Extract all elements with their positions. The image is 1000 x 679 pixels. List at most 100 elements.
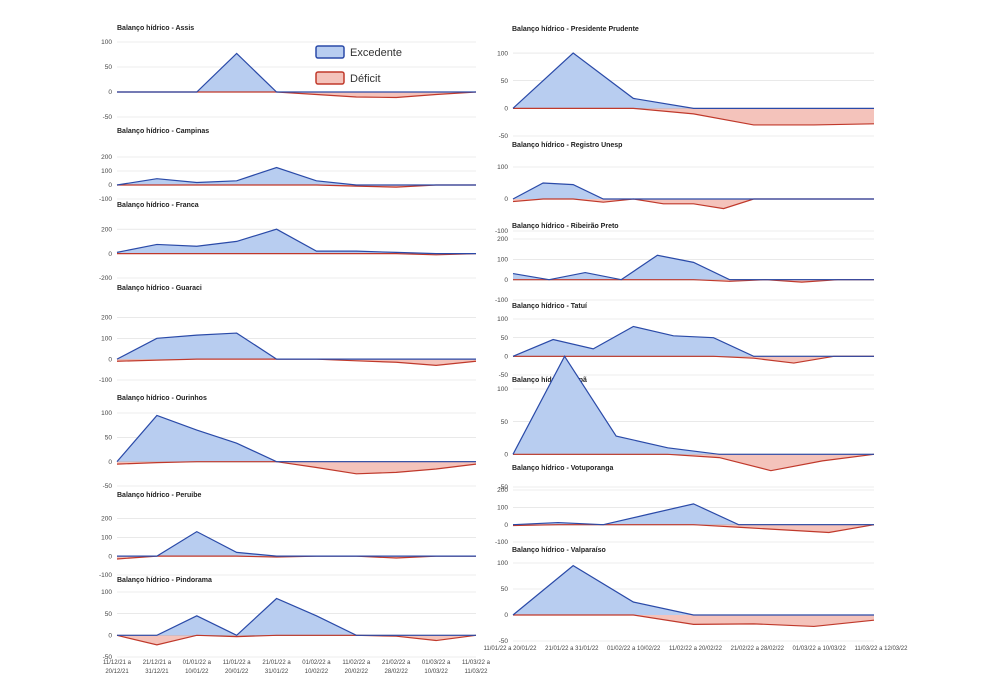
y-tick-label: -50 — [499, 638, 509, 645]
excedente-line — [117, 597, 476, 637]
deficit-area — [117, 92, 476, 98]
y-tick-label: 0 — [504, 196, 508, 203]
x-tick-label: 01/02/22 a 10/02/22 — [607, 646, 661, 652]
deficit-line — [513, 453, 875, 472]
y-tick-label: 0 — [504, 354, 508, 361]
y-tick-label: 100 — [497, 386, 508, 393]
chart-panel-6: Balanço hídrico - Pindorama 100 50 0 -50 — [101, 577, 477, 661]
deficit-line — [513, 614, 875, 628]
chart-panel-10: Balanço hídrico - Tatuí 100 50 0 -50 — [497, 303, 874, 379]
y-tick-label: 100 — [497, 560, 508, 567]
x-tick-label: 20/01/22 — [225, 669, 249, 675]
excedente-area — [117, 598, 476, 636]
excedente-area — [513, 565, 874, 615]
excedente-line — [116, 228, 476, 255]
y-tick-label: -100 — [99, 377, 112, 384]
deficit-line — [512, 524, 875, 534]
y-tick-label: -100 — [495, 297, 508, 304]
deficit-line — [116, 461, 477, 475]
excedente-line — [117, 530, 476, 557]
y-tick-label: 200 — [101, 516, 112, 523]
x-tick-label: 01/03/22 a — [422, 660, 451, 666]
deficit-line — [513, 279, 874, 283]
y-tick-label: 0 — [504, 277, 508, 284]
chart-panel-8: Balanço hídrico - Registro Unesp 100 0 -100 — [495, 142, 874, 235]
excedente-line — [512, 254, 874, 281]
excedente-line — [512, 503, 874, 526]
chart-title: Balanço hídrico - Votuporanga — [512, 465, 613, 472]
y-tick-label: 100 — [497, 316, 508, 323]
chart-panel-2: Balanço hídrico - Franca 200 0 -200 — [99, 202, 477, 282]
chart-title: Balanço hídrico - Assis — [117, 25, 194, 32]
x-tick-label: 11/01/22 a — [223, 660, 252, 666]
deficit-line — [513, 107, 875, 126]
y-tick-label: 100 — [101, 168, 112, 175]
y-tick-label: -50 — [499, 372, 509, 379]
x-tick-label: 01/03/22 a 10/03/22 — [792, 646, 846, 652]
chart-title: Balanço hídrico - Tupã — [512, 377, 587, 384]
chart-title: Balanço hídrico - Valparaíso — [512, 547, 606, 554]
x-tick-label: 21/01/22 a — [262, 660, 291, 666]
y-tick-label: 100 — [497, 50, 508, 57]
excedente-line — [512, 564, 874, 616]
excedente-area — [117, 53, 476, 92]
x-tick-label: 10/02/22 — [305, 669, 329, 675]
x-tick-label: 11/01/22 a 20/01/22 — [484, 646, 538, 652]
y-tick-label: 100 — [101, 39, 112, 46]
excedente-line — [512, 325, 874, 357]
y-tick-label: 200 — [101, 154, 112, 161]
chart-title: Balanço hídrico - Peruibe — [117, 492, 202, 499]
x-tick-label: 11/03/22 a 12/03/22 — [855, 646, 909, 652]
deficit-line — [117, 253, 477, 256]
y-tick-label: 0 — [504, 522, 508, 529]
y-tick-label: 100 — [497, 164, 508, 171]
deficit-area — [117, 461, 476, 474]
chart-title: Balanço hídrico - Presidente Prudente — [512, 26, 639, 33]
y-tick-label: -50 — [103, 483, 113, 490]
chart-title: Balanço hídrico - Tatuí — [512, 303, 588, 310]
deficit-area — [513, 108, 874, 125]
chart-panel-0: Balanço hídrico - Assis 100 50 0 -50 — [101, 25, 477, 121]
chart-title: Balanço hídrico - Guaraci — [117, 285, 202, 292]
x-tick-label: 11/12/21 a — [103, 660, 132, 666]
excedente-area — [513, 183, 874, 199]
x-tick-label: 21/12/21 a — [143, 660, 172, 666]
x-tick-label: 20/02/22 — [345, 669, 369, 675]
x-tick-label: 28/02/22 — [385, 669, 409, 675]
y-tick-label: 50 — [501, 78, 509, 85]
y-tick-label: 0 — [504, 106, 508, 113]
deficit-area — [513, 279, 874, 283]
x-tick-label: 11/03/22 — [465, 669, 489, 675]
legend-excedente-label: Excedente — [350, 47, 402, 59]
chart-title: Balanço hídrico - Pindorama — [117, 577, 212, 584]
y-tick-label: -50 — [103, 654, 113, 661]
excedente-area — [117, 531, 476, 557]
y-tick-label: 100 — [497, 257, 508, 264]
y-tick-label: 50 — [501, 419, 509, 426]
excedente-line — [116, 166, 476, 186]
y-tick-label: 100 — [497, 505, 508, 512]
x-tick-label: 10/01/22 — [185, 669, 209, 675]
legend-deficit-swatch — [315, 71, 345, 85]
y-tick-label: -100 — [99, 196, 112, 203]
y-tick-label: 100 — [101, 534, 112, 541]
chart-title: Balanço hídrico - Ribeirão Preto — [512, 223, 619, 230]
y-tick-label: 200 — [497, 487, 508, 494]
chart-panel-12: Balanço hídrico - Votuporanga 200 100 0 -100 — [495, 465, 875, 546]
chart-title: Balanço hídrico - Campinas — [117, 128, 209, 135]
y-tick-label: 100 — [101, 410, 112, 417]
y-tick-label: 100 — [101, 589, 112, 596]
y-tick-label: 0 — [108, 459, 112, 466]
x-tick-label: 21/02/22 a 28/02/22 — [731, 646, 785, 652]
chart-panel-7: Balanço hídrico - Presidente Prudente 100… — [497, 26, 875, 140]
chart-panel-11: Balanço hídrico - Tupã 100 50 0 -50 — [497, 355, 875, 491]
chart-panel-13: Balanço hídrico - Valparaíso 100 50 0 -50 — [497, 547, 875, 645]
chart-panel-1: Balanço hídrico - Campinas 200 100 0 -100 — [99, 128, 476, 203]
chart-panel-5: Balanço hídrico - Peruibe 200 100 0 -100 — [99, 492, 476, 579]
excedente-area — [513, 356, 874, 455]
y-tick-label: -100 — [99, 572, 112, 579]
x-tick-label: 21/02/22 a — [382, 660, 411, 666]
deficit-area — [513, 615, 874, 627]
deficit-line — [117, 184, 476, 188]
y-tick-label: -50 — [499, 133, 509, 140]
